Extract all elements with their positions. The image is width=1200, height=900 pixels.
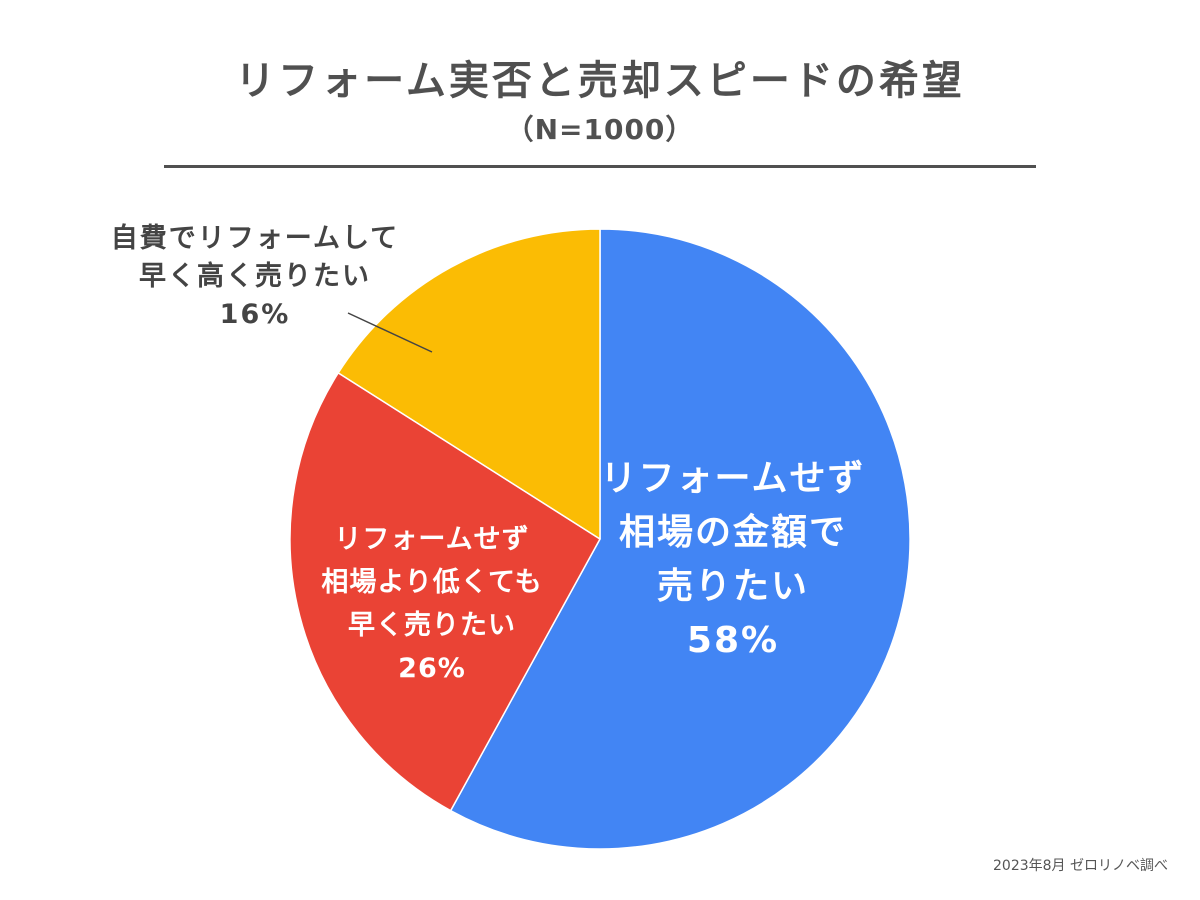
source-note: 2023年8月 ゼロリノベ調べ [993, 858, 1168, 874]
slice-label-2: リフォームせず 相場より低くても 早く売りたい 26% [282, 518, 582, 690]
pie-slice-3 [337, 228, 601, 540]
title-divider [164, 165, 1036, 168]
slice-label-2-line-2: 相場より低くても [321, 567, 543, 598]
chart-title: リフォーム実否と売却スピードの希望 [235, 58, 965, 104]
pie-slice-2 [289, 372, 601, 812]
slice-label-3-line-2: 早く高く売りたい [139, 261, 371, 292]
slice-label-1-line-1: リフォームせず [600, 458, 866, 499]
pie-slice-1 [449, 228, 911, 850]
slice-value-1: 58% [686, 620, 780, 661]
slice-label-1-line-3: 売りたい [656, 566, 809, 607]
slice-label-2-line-1: リフォームせず [334, 524, 530, 555]
slice-value-3: 16% [219, 299, 291, 330]
leader-line-slice-3 [347, 312, 433, 353]
pie-slices [289, 228, 911, 850]
slice-label-2-line-3: 早く売りたい [348, 610, 516, 641]
slice-value-2: 26% [398, 653, 466, 684]
chart-subtitle: （N=1000） [505, 113, 695, 146]
slice-label-1-line-2: 相場の金額で [618, 512, 847, 553]
slice-label-3: 自費でリフォームして 早く高く売りたい 16% [70, 220, 440, 334]
slice-label-1: リフォームせず 相場の金額で 売りたい 58% [583, 452, 883, 668]
slice-label-3-line-1: 自費でリフォームして [110, 223, 400, 254]
